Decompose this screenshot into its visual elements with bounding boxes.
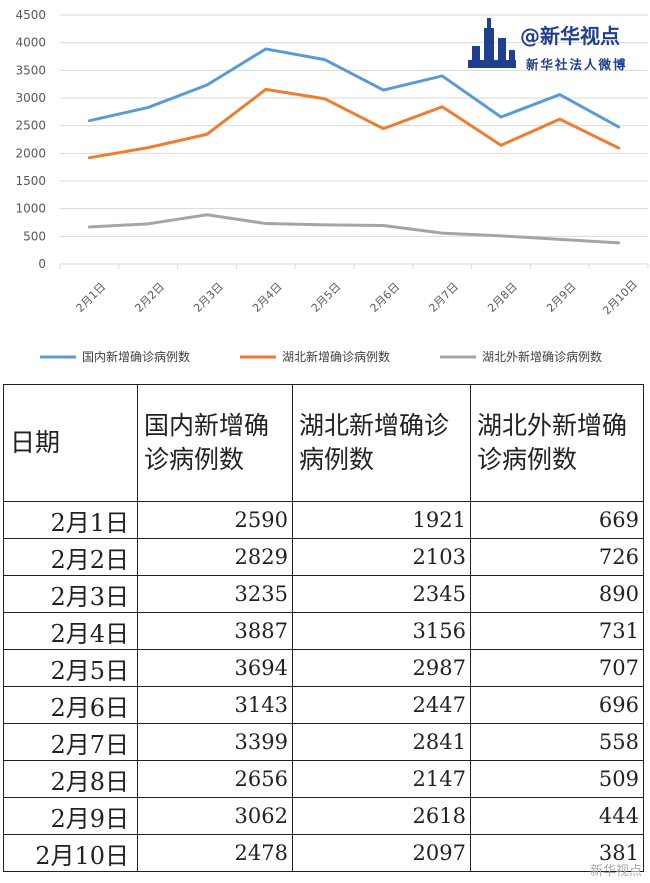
cell-value: 3694 [137, 649, 293, 687]
cell-date: 2月1日 [3, 501, 138, 539]
cell-value: 2590 [137, 501, 293, 539]
cell-value: 2447 [292, 686, 471, 724]
cell-date: 2月4日 [3, 612, 138, 650]
cell-value: 2097 [292, 834, 471, 872]
y-tick-label: 2000 [15, 146, 46, 160]
table-row: 2月8日 2656 2147 509 [3, 760, 644, 798]
table-row: 2月9日 3062 2618 444 [3, 797, 644, 835]
series-line [87, 87, 621, 160]
cell-value: 381 [470, 834, 644, 872]
table-row: 2月7日 3399 2841 558 [3, 723, 644, 761]
cell-value: 669 [470, 501, 644, 539]
y-tick-label: 1000 [15, 202, 46, 216]
x-tick-label: 2月5日 [309, 280, 344, 315]
x-tick-label: 2月3日 [191, 280, 226, 315]
tower-logo-icon [468, 18, 516, 68]
legend-label: 湖北外新增确诊病例数 [482, 349, 602, 364]
cell-value: 2478 [137, 834, 293, 872]
cell-value: 3062 [137, 797, 293, 835]
cell-value: 3887 [137, 612, 293, 650]
table-row: 2月3日 3235 2345 890 [3, 575, 644, 613]
cell-value: 2147 [292, 760, 471, 798]
y-tick-label: 2500 [15, 119, 46, 133]
logo-handle: @新华视点 [520, 24, 620, 48]
table-row: 2月4日 3887 3156 731 [3, 612, 644, 650]
watermark: 新华视点 [589, 864, 642, 879]
header-date: 日期 [3, 384, 138, 502]
cell-value: 2987 [292, 649, 471, 687]
cell-value: 3235 [137, 575, 293, 613]
y-tick-label: 1500 [15, 174, 46, 188]
cell-value: 3143 [137, 686, 293, 724]
x-tick-label: 2月1日 [74, 280, 109, 315]
cell-value: 2103 [292, 538, 471, 576]
x-tick-label: 2月4日 [250, 280, 285, 315]
y-tick-label: 500 [23, 229, 46, 243]
table-row: 2月10日 2478 2097 381 [3, 834, 644, 872]
cell-value: 558 [470, 723, 644, 761]
table-row: 2月5日 3694 2987 707 [3, 649, 644, 687]
y-tick-label: 0 [38, 257, 46, 271]
x-tick-label: 2月9日 [544, 280, 579, 315]
cell-date: 2月3日 [3, 575, 138, 613]
cell-value: 726 [470, 538, 644, 576]
y-tick-label: 4000 [15, 36, 46, 50]
header-national: 国内新增确诊病例数 [137, 384, 293, 502]
cell-date: 2月6日 [3, 686, 138, 724]
chart-svg: 0 500 1000 1500 2000 2500 3000 3500 4000 4500 2月1日… [15, 8, 649, 364]
cell-value: 2656 [137, 760, 293, 798]
cell-value: 2345 [292, 575, 471, 613]
cell-value: 444 [470, 797, 644, 835]
legend-label: 湖北新增确诊病例数 [282, 349, 390, 364]
cell-date: 2月5日 [3, 649, 138, 687]
cell-value: 2829 [137, 538, 293, 576]
table-header-row: 日期 国内新增确诊病例数 湖北新增确诊病例数 湖北外新增确诊病例数 [3, 384, 644, 502]
y-tick-label: 4500 [15, 8, 46, 22]
cell-date: 2月10日 [3, 834, 138, 872]
cell-date: 2月9日 [3, 797, 138, 835]
x-tick-label: 2月10日 [600, 278, 640, 318]
cell-value: 731 [470, 612, 644, 650]
cell-value: 3156 [292, 612, 471, 650]
xinhua-logo: @新华视点 新华社法人微博 [468, 16, 646, 74]
cell-value: 2618 [292, 797, 471, 835]
cell-date: 2月7日 [3, 723, 138, 761]
legend-label: 国内新增确诊病例数 [82, 349, 190, 364]
header-hubei: 湖北新增确诊病例数 [292, 384, 471, 502]
logo-subtitle: 新华社法人微博 [526, 57, 628, 72]
cell-date: 2月8日 [3, 760, 138, 798]
cell-date: 2月2日 [3, 538, 138, 576]
x-tick-label: 2月2日 [132, 280, 167, 315]
line-chart: 0 500 1000 1500 2000 2500 3000 3500 4000 4500 2月1日… [0, 0, 650, 383]
x-tick-label: 2月8日 [485, 280, 520, 315]
cell-value: 3399 [137, 723, 293, 761]
table-row: 2月6日 3143 2447 696 [3, 686, 644, 724]
series-line [87, 47, 621, 129]
cell-value: 696 [470, 686, 644, 724]
cell-value: 890 [470, 575, 644, 613]
table-row: 2月1日 2590 1921 669 [3, 501, 644, 539]
cell-value: 509 [470, 760, 644, 798]
data-table: 日期 国内新增确诊病例数 湖北新增确诊病例数 湖北外新增确诊病例数 2月1日 25… [3, 384, 644, 872]
cell-value: 2841 [292, 723, 471, 761]
series-line [87, 213, 621, 245]
cell-value: 1921 [292, 501, 471, 539]
x-tick-label: 2月7日 [426, 280, 461, 315]
cell-value: 707 [470, 649, 644, 687]
y-tick-label: 3500 [15, 63, 46, 77]
y-tick-label: 3000 [15, 91, 46, 105]
x-tick-label: 2月6日 [368, 280, 403, 315]
table-row: 2月2日 2829 2103 726 [3, 538, 644, 576]
header-outside-hubei: 湖北外新增确诊病例数 [470, 384, 644, 502]
